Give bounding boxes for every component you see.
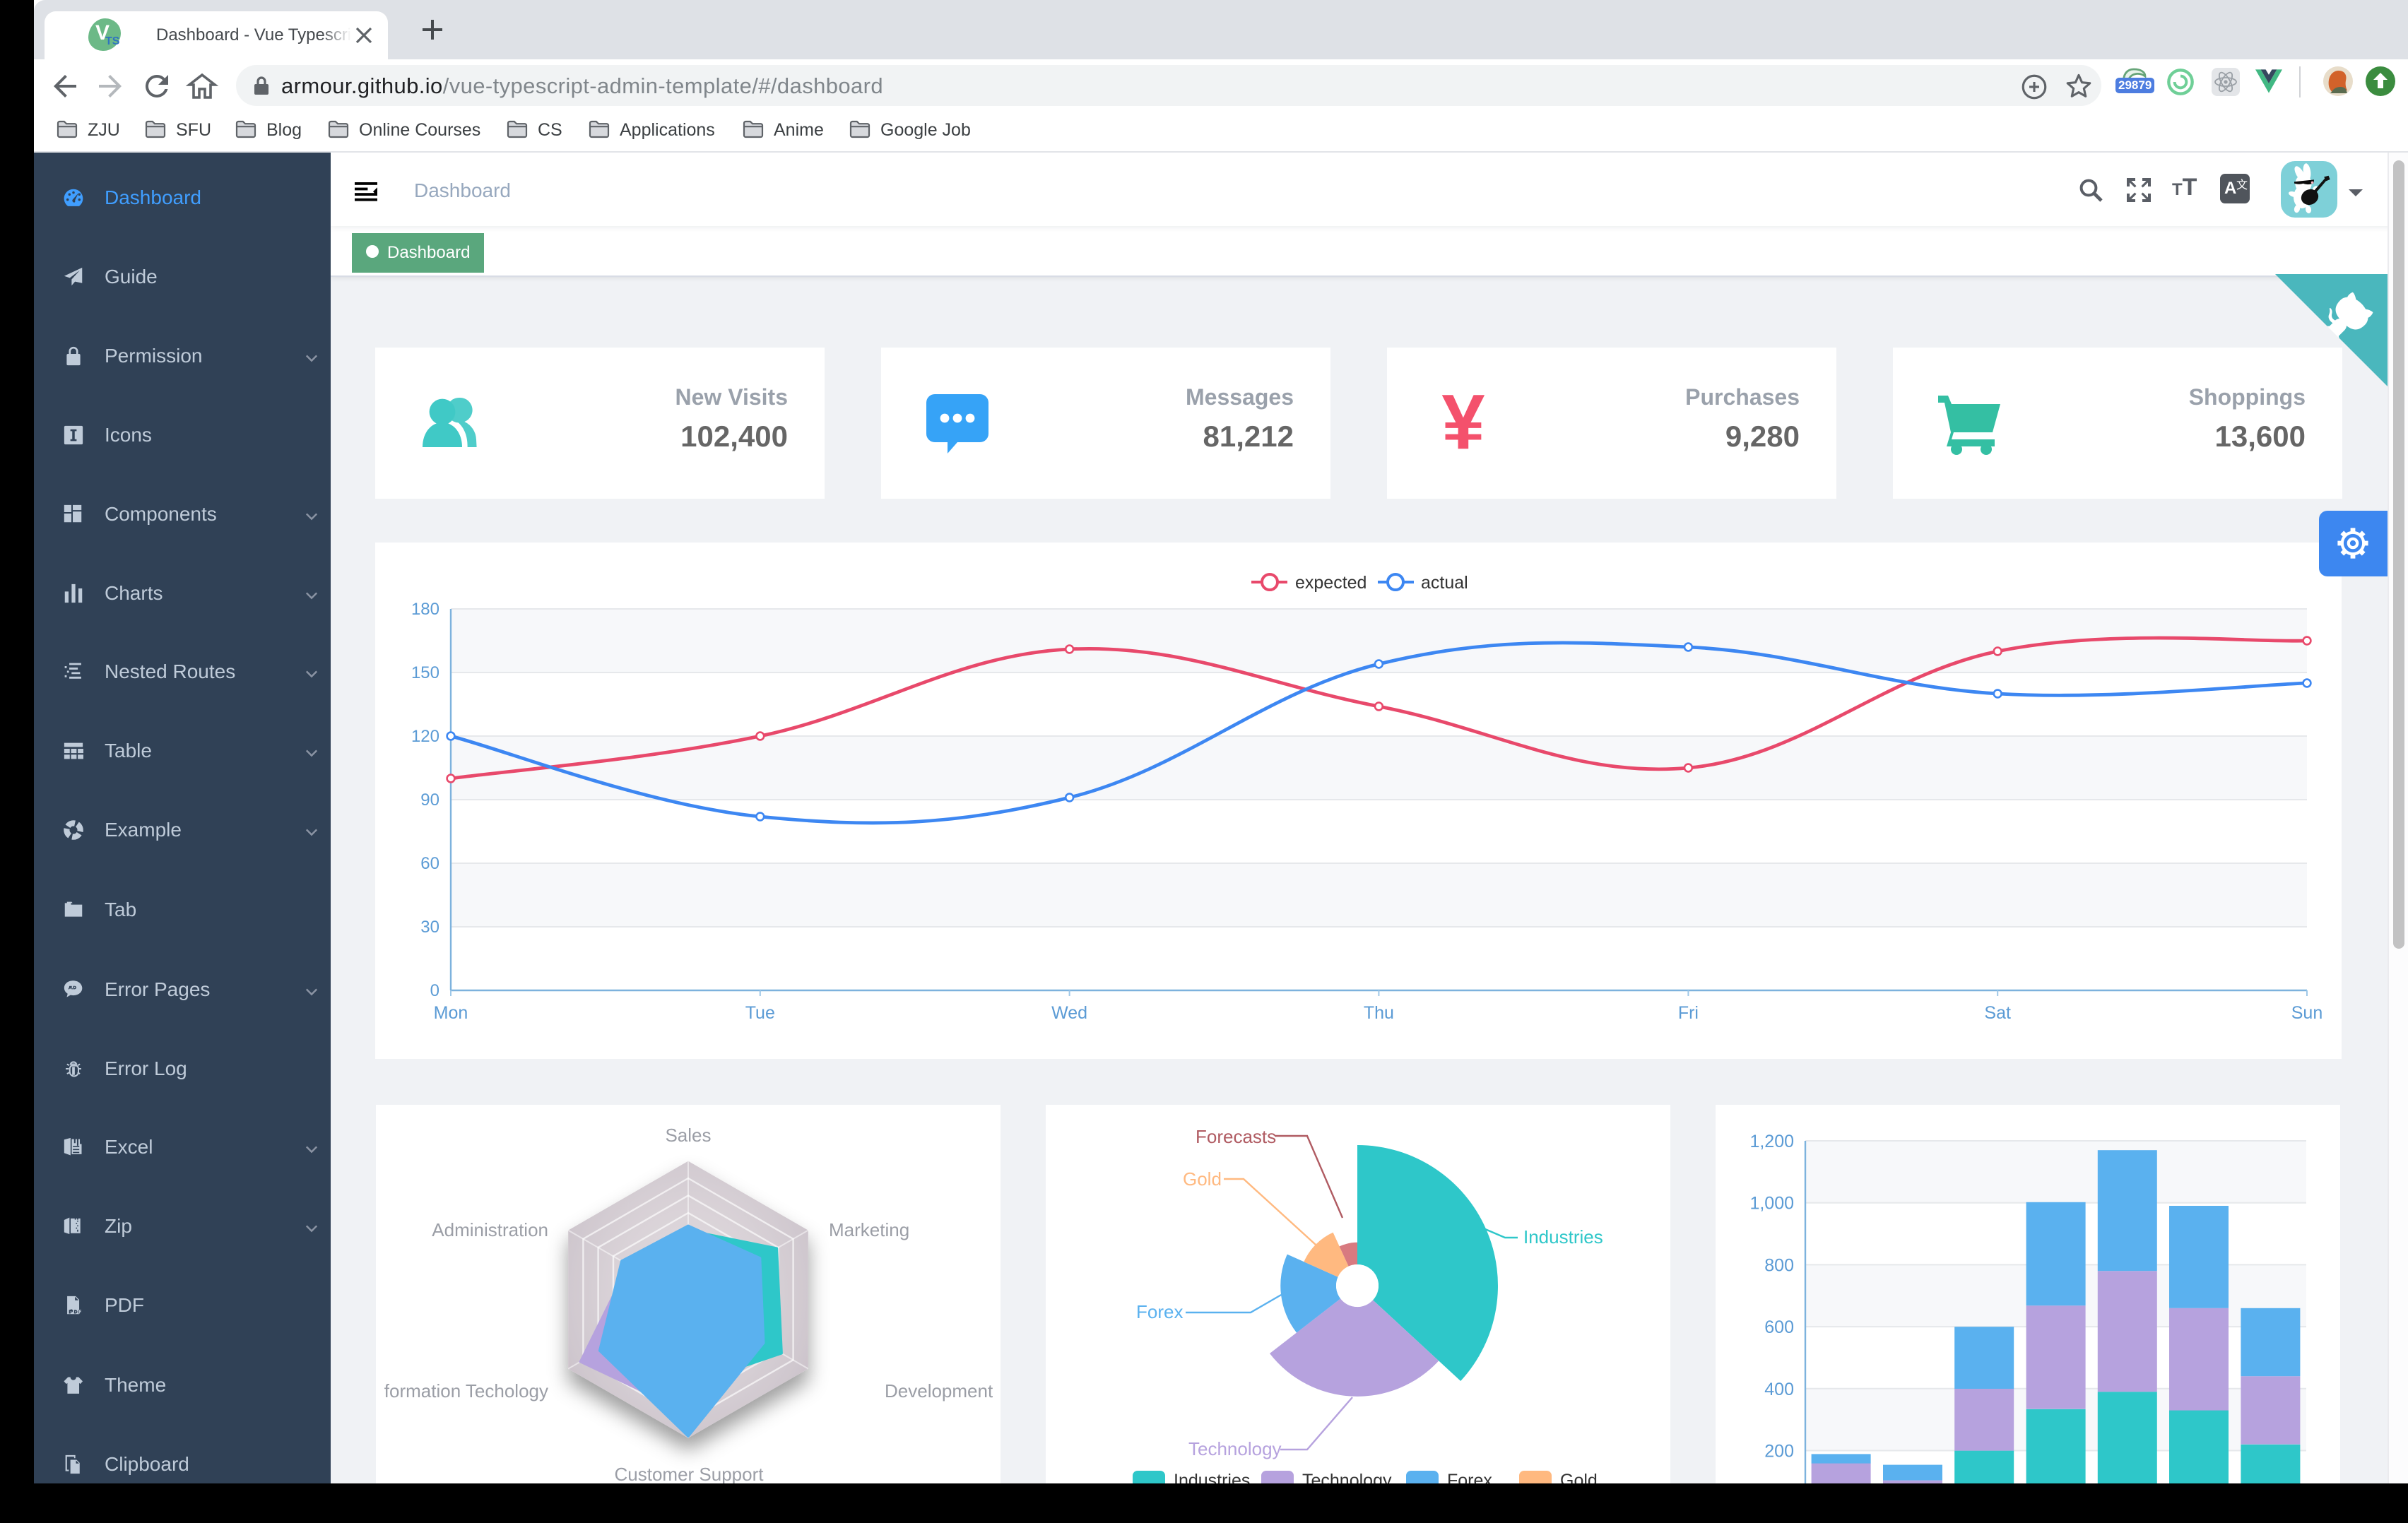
svg-text:Gold: Gold	[1560, 1471, 1598, 1483]
svg-text:Industries: Industries	[1523, 1226, 1603, 1248]
svg-text:Gold: Gold	[1183, 1168, 1222, 1190]
svg-text:Sat: Sat	[1984, 1003, 2011, 1023]
svg-text:Forecasts: Forecasts	[1196, 1126, 1276, 1147]
svg-text:Administration: Administration	[432, 1219, 548, 1240]
svg-text:Wed: Wed	[1051, 1003, 1087, 1023]
svg-text:Marketing: Marketing	[829, 1219, 909, 1240]
svg-text:actual: actual	[1421, 573, 1468, 593]
svg-text:0: 0	[430, 981, 439, 1000]
svg-text:30: 30	[420, 918, 439, 937]
svg-text:Tue: Tue	[745, 1003, 775, 1023]
svg-text:Industries: Industries	[1174, 1471, 1250, 1483]
svg-text:Customer Support: Customer Support	[615, 1464, 765, 1483]
svg-text:180: 180	[411, 600, 439, 619]
svg-text:1,000: 1,000	[1749, 1194, 1794, 1214]
svg-text:Forex: Forex	[1136, 1301, 1183, 1322]
svg-text:800: 800	[1764, 1255, 1794, 1275]
svg-text:150: 150	[411, 663, 439, 682]
svg-text:Fri: Fri	[1678, 1003, 1699, 1023]
svg-text:Technology: Technology	[1302, 1471, 1392, 1483]
svg-text:Mon: Mon	[434, 1003, 468, 1023]
svg-text:expected: expected	[1295, 573, 1367, 593]
svg-text:1,200: 1,200	[1749, 1132, 1794, 1151]
svg-text:Technology: Technology	[1188, 1438, 1282, 1459]
svg-text:formation Techology: formation Techology	[384, 1380, 548, 1401]
svg-text:120: 120	[411, 727, 439, 746]
svg-text:200: 200	[1764, 1442, 1794, 1462]
svg-text:90: 90	[420, 790, 439, 810]
svg-text:Sales: Sales	[665, 1125, 711, 1146]
svg-text:600: 600	[1764, 1317, 1794, 1337]
svg-text:400: 400	[1764, 1380, 1794, 1399]
svg-text:Development: Development	[885, 1380, 993, 1401]
svg-text:60: 60	[420, 854, 439, 873]
svg-text:Thu: Thu	[1364, 1003, 1394, 1023]
svg-text:Sun: Sun	[2291, 1003, 2323, 1023]
svg-text:Forex: Forex	[1447, 1471, 1492, 1483]
